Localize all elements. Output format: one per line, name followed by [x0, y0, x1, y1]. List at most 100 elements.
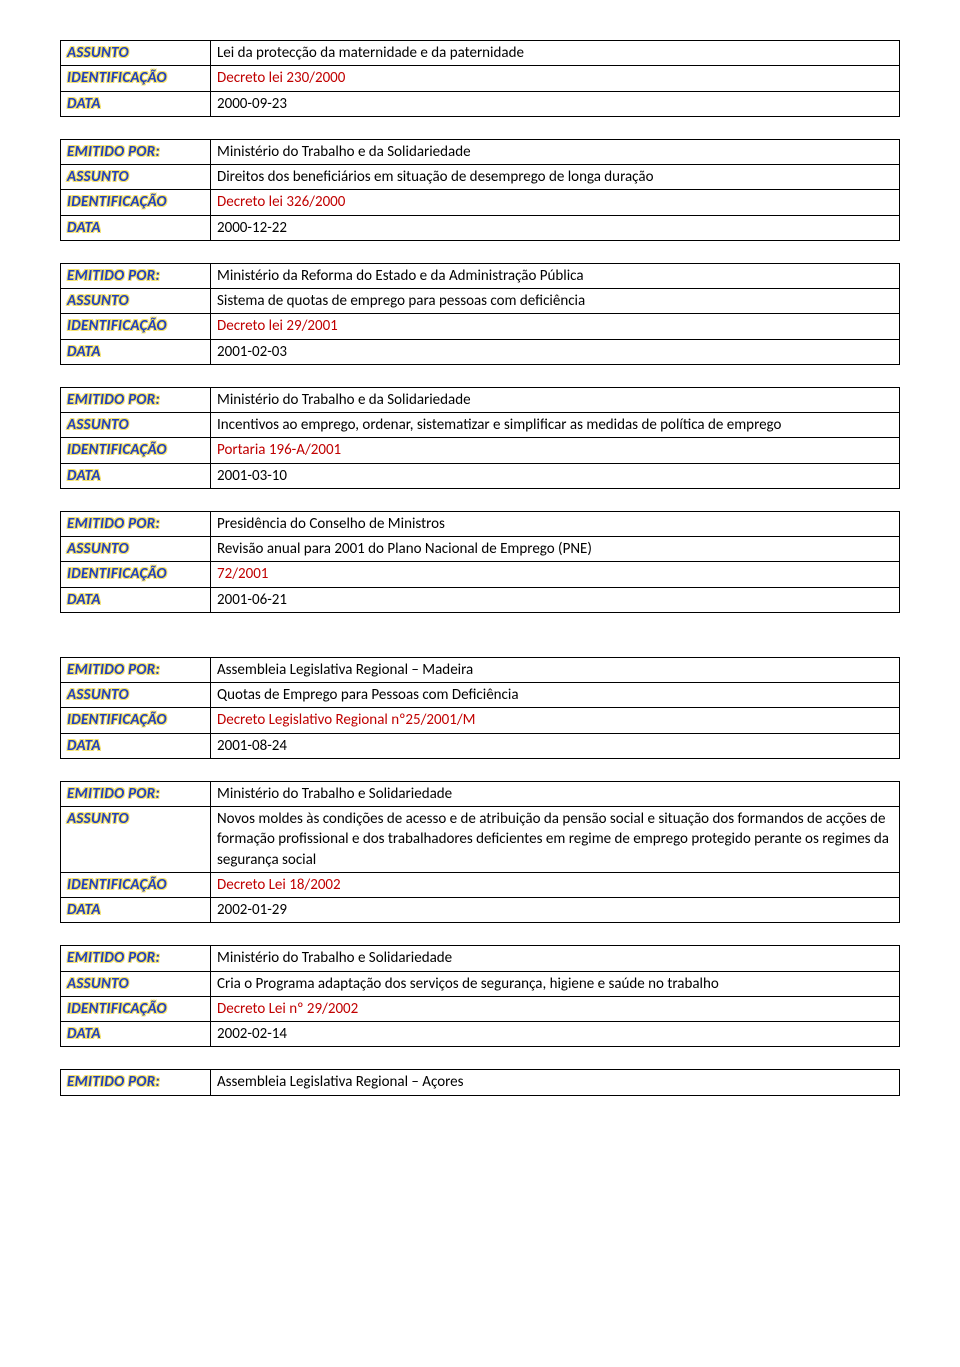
- record-row: DATA2000-09-23: [61, 91, 900, 116]
- record-label-identificacao: IDENTIFICAÇÃO: [61, 872, 211, 897]
- record-value-assunto: Quotas de Emprego para Pessoas com Defic…: [211, 683, 900, 708]
- record-row: EMITIDO POR:Presidência do Conselho de M…: [61, 511, 900, 536]
- record-row: ASSUNTOCria o Programa adaptação dos ser…: [61, 971, 900, 996]
- record-table: EMITIDO POR:Presidência do Conselho de M…: [60, 511, 900, 613]
- record-value-identificacao: Decreto lei 230/2000: [211, 66, 900, 91]
- record-value-data: 2000-09-23: [211, 91, 900, 116]
- record-value-identificacao: 72/2001: [211, 562, 900, 587]
- record-value-data: 2001-08-24: [211, 733, 900, 758]
- record-label-assunto: ASSUNTO: [61, 683, 211, 708]
- record-value-data: 2002-02-14: [211, 1022, 900, 1047]
- record-row: IDENTIFICAÇÃODecreto Lei 18/2002: [61, 872, 900, 897]
- record-label-identificacao: IDENTIFICAÇÃO: [61, 562, 211, 587]
- record-label-data: DATA: [61, 91, 211, 116]
- record-label-emitido_por: EMITIDO POR:: [61, 139, 211, 164]
- record-row: DATA2001-08-24: [61, 733, 900, 758]
- record-value-emitido_por: Ministério do Trabalho e Solidariedade: [211, 946, 900, 971]
- record-row: EMITIDO POR:Ministério do Trabalho e Sol…: [61, 946, 900, 971]
- record-row: EMITIDO POR:Assembleia Legislativa Regio…: [61, 1070, 900, 1095]
- record-row: ASSUNTOSistema de quotas de emprego para…: [61, 289, 900, 314]
- record-label-assunto: ASSUNTO: [61, 971, 211, 996]
- record-label-emitido_por: EMITIDO POR:: [61, 657, 211, 682]
- record-value-identificacao: Decreto Legislativo Regional nº25/2001/M: [211, 708, 900, 733]
- record-value-emitido_por: Assembleia Legislativa Regional – Madeir…: [211, 657, 900, 682]
- record-table: EMITIDO POR:Ministério do Trabalho e Sol…: [60, 945, 900, 1047]
- record-row: IDENTIFICAÇÃODecreto lei 326/2000: [61, 190, 900, 215]
- record-row: ASSUNTORevisão anual para 2001 do Plano …: [61, 537, 900, 562]
- record-row: IDENTIFICAÇÃODecreto Lei nº 29/2002: [61, 996, 900, 1021]
- record-value-assunto: Sistema de quotas de emprego para pessoa…: [211, 289, 900, 314]
- record-value-assunto: Lei da protecção da maternidade e da pat…: [211, 41, 900, 66]
- record-row: DATA2002-01-29: [61, 898, 900, 923]
- record-row: IDENTIFICAÇÃODecreto lei 230/2000: [61, 66, 900, 91]
- record-value-data: 2002-01-29: [211, 898, 900, 923]
- record-row: ASSUNTODireitos dos beneficiários em sit…: [61, 165, 900, 190]
- record-table: ASSUNTOLei da protecção da maternidade e…: [60, 40, 900, 117]
- record-row: EMITIDO POR:Ministério do Trabalho e da …: [61, 139, 900, 164]
- record-value-assunto: Novos moldes às condições de acesso e de…: [211, 807, 900, 873]
- record-value-assunto: Cria o Programa adaptação dos serviços d…: [211, 971, 900, 996]
- record-table: EMITIDO POR:Assembleia Legislativa Regio…: [60, 1069, 900, 1095]
- record-label-emitido_por: EMITIDO POR:: [61, 263, 211, 288]
- record-row: IDENTIFICAÇÃODecreto lei 29/2001: [61, 314, 900, 339]
- record-row: DATA2002-02-14: [61, 1022, 900, 1047]
- record-value-identificacao: Portaria 196-A/2001: [211, 438, 900, 463]
- record-label-data: DATA: [61, 1022, 211, 1047]
- record-label-emitido_por: EMITIDO POR:: [61, 1070, 211, 1095]
- record-label-identificacao: IDENTIFICAÇÃO: [61, 438, 211, 463]
- record-row: DATA2001-06-21: [61, 587, 900, 612]
- record-value-assunto: Incentivos ao emprego, ordenar, sistemat…: [211, 413, 900, 438]
- record-label-assunto: ASSUNTO: [61, 807, 211, 873]
- record-label-emitido_por: EMITIDO POR:: [61, 387, 211, 412]
- record-table: EMITIDO POR:Ministério do Trabalho e da …: [60, 387, 900, 489]
- record-row: EMITIDO POR:Ministério do Trabalho e da …: [61, 387, 900, 412]
- record-label-identificacao: IDENTIFICAÇÃO: [61, 190, 211, 215]
- record-table: EMITIDO POR:Assembleia Legislativa Regio…: [60, 657, 900, 759]
- record-row: ASSUNTOIncentivos ao emprego, ordenar, s…: [61, 413, 900, 438]
- record-label-assunto: ASSUNTO: [61, 413, 211, 438]
- record-value-identificacao: Decreto lei 29/2001: [211, 314, 900, 339]
- record-label-data: DATA: [61, 898, 211, 923]
- record-label-identificacao: IDENTIFICAÇÃO: [61, 996, 211, 1021]
- record-value-emitido_por: Ministério do Trabalho e Solidariedade: [211, 781, 900, 806]
- record-value-identificacao: Decreto Lei nº 29/2002: [211, 996, 900, 1021]
- record-label-assunto: ASSUNTO: [61, 289, 211, 314]
- record-value-identificacao: Decreto lei 326/2000: [211, 190, 900, 215]
- record-value-data: 2001-06-21: [211, 587, 900, 612]
- record-row: EMITIDO POR:Ministério da Reforma do Est…: [61, 263, 900, 288]
- record-label-emitido_por: EMITIDO POR:: [61, 511, 211, 536]
- record-label-assunto: ASSUNTO: [61, 537, 211, 562]
- record-value-identificacao: Decreto Lei 18/2002: [211, 872, 900, 897]
- record-label-data: DATA: [61, 463, 211, 488]
- record-row: EMITIDO POR:Ministério do Trabalho e Sol…: [61, 781, 900, 806]
- record-row: EMITIDO POR:Assembleia Legislativa Regio…: [61, 657, 900, 682]
- records-container: ASSUNTOLei da protecção da maternidade e…: [60, 40, 900, 1096]
- record-row: IDENTIFICAÇÃOPortaria 196-A/2001: [61, 438, 900, 463]
- record-table: EMITIDO POR:Ministério do Trabalho e da …: [60, 139, 900, 241]
- record-label-identificacao: IDENTIFICAÇÃO: [61, 708, 211, 733]
- record-value-data: 2000-12-22: [211, 215, 900, 240]
- record-value-assunto: Direitos dos beneficiários em situação d…: [211, 165, 900, 190]
- record-row: DATA2000-12-22: [61, 215, 900, 240]
- record-label-data: DATA: [61, 339, 211, 364]
- record-label-identificacao: IDENTIFICAÇÃO: [61, 66, 211, 91]
- record-label-assunto: ASSUNTO: [61, 41, 211, 66]
- record-value-emitido_por: Ministério do Trabalho e da Solidariedad…: [211, 387, 900, 412]
- record-label-data: DATA: [61, 215, 211, 240]
- record-table: EMITIDO POR:Ministério do Trabalho e Sol…: [60, 781, 900, 924]
- record-label-emitido_por: EMITIDO POR:: [61, 946, 211, 971]
- record-value-emitido_por: Ministério do Trabalho e da Solidariedad…: [211, 139, 900, 164]
- record-label-assunto: ASSUNTO: [61, 165, 211, 190]
- record-value-emitido_por: Assembleia Legislativa Regional – Açores: [211, 1070, 900, 1095]
- record-row: IDENTIFICAÇÃO72/2001: [61, 562, 900, 587]
- record-value-emitido_por: Ministério da Reforma do Estado e da Adm…: [211, 263, 900, 288]
- record-label-identificacao: IDENTIFICAÇÃO: [61, 314, 211, 339]
- record-label-emitido_por: EMITIDO POR:: [61, 781, 211, 806]
- record-row: DATA2001-03-10: [61, 463, 900, 488]
- record-label-data: DATA: [61, 587, 211, 612]
- record-value-assunto: Revisão anual para 2001 do Plano Naciona…: [211, 537, 900, 562]
- record-row: IDENTIFICAÇÃODecreto Legislativo Regiona…: [61, 708, 900, 733]
- record-value-data: 2001-02-03: [211, 339, 900, 364]
- record-row: ASSUNTOQuotas de Emprego para Pessoas co…: [61, 683, 900, 708]
- record-row: DATA2001-02-03: [61, 339, 900, 364]
